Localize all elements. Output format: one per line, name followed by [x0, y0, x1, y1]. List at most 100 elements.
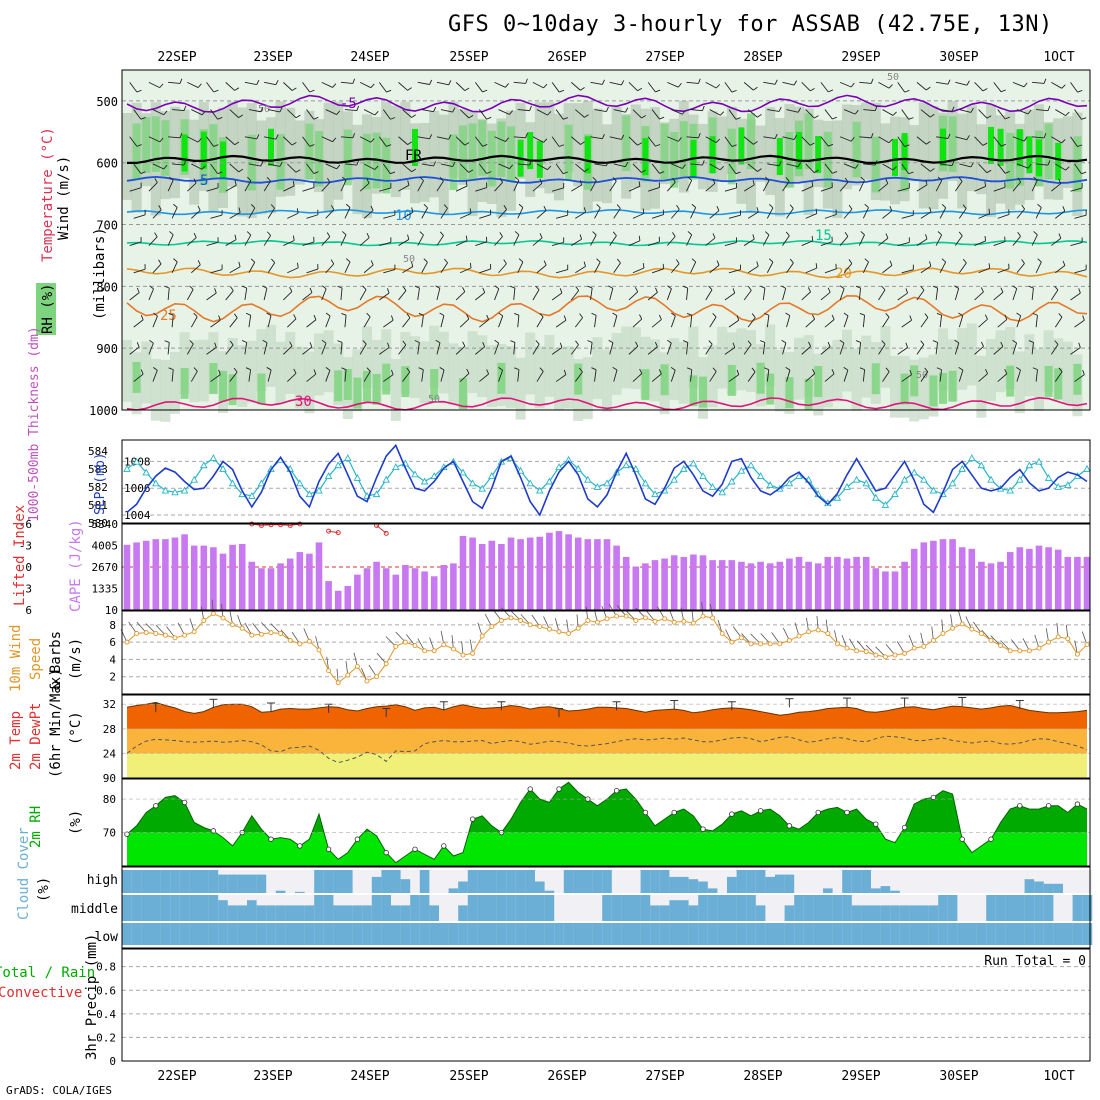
- cloud-cell: [371, 895, 382, 921]
- thickness-marker: [200, 461, 208, 469]
- wind-barb-flag: [682, 164, 686, 169]
- cloud-cell: [688, 879, 699, 893]
- wind-barb: [843, 263, 853, 274]
- wind-barb-flag: [905, 288, 908, 294]
- cape-bar: [680, 556, 688, 610]
- wind-barb: [609, 342, 614, 355]
- cape-bar: [786, 558, 793, 610]
- wind-barb: [191, 109, 203, 116]
- wind-barb: [594, 261, 601, 273]
- wind-barb: [570, 290, 580, 301]
- rh2m-marker: [988, 836, 994, 842]
- wind10m-marker: [326, 668, 332, 674]
- thickness-marker: [1064, 481, 1072, 489]
- wind-barb: [498, 209, 507, 219]
- wind-barb: [958, 315, 964, 328]
- cloud-cell: [736, 895, 747, 921]
- rh-vivid-cell: [200, 131, 207, 169]
- cloud-cell: [247, 900, 257, 921]
- wind-barb-flag: [920, 340, 925, 345]
- wind-barb-flag: [1017, 177, 1022, 183]
- wind-barb: [172, 109, 185, 112]
- wind-barb: [916, 82, 927, 91]
- wind-barb-flag: [1065, 111, 1070, 116]
- wind-barb: [551, 82, 560, 93]
- cloud-cell: [170, 870, 181, 893]
- wind-barb: [1055, 109, 1066, 116]
- wind-barb: [878, 81, 890, 89]
- cloud-cell: [707, 888, 718, 893]
- rh-green-cell: [679, 121, 688, 177]
- wind-barb-flag: [1000, 287, 1004, 293]
- cloud-cell: [467, 923, 478, 945]
- wind-barb-flag: [163, 110, 168, 116]
- wind10m-marker: [479, 633, 485, 639]
- cloud-cell: [122, 895, 133, 921]
- wind-barb: [1051, 237, 1062, 246]
- cloud-clear-cell: [899, 870, 910, 893]
- wind-barb: [325, 109, 337, 115]
- wind-barb-flag: [625, 107, 629, 113]
- wind-barb: [1070, 292, 1081, 301]
- cloud-cell: [554, 923, 565, 945]
- cloud-cell: [227, 923, 238, 945]
- wind-barb-flag: [149, 285, 154, 290]
- panel-border: [121, 948, 1091, 1062]
- wind-barb: [248, 262, 256, 273]
- wind-barb-flag: [136, 89, 142, 93]
- cloud-cell: [275, 905, 286, 921]
- cloud-cell: [1043, 923, 1054, 945]
- wind-barb-flag: [839, 285, 845, 290]
- rh-green-cell: [478, 120, 487, 176]
- wind-barb: [882, 210, 893, 219]
- cape-tick-label: 5340: [92, 518, 119, 531]
- wind-barb-flag: [136, 144, 142, 147]
- cloud-cell: [333, 905, 344, 921]
- wind-barb: [306, 109, 315, 120]
- cape-bar: [642, 563, 649, 610]
- thickness-marker: [968, 454, 976, 461]
- wind-barb: [225, 344, 234, 355]
- wind-barb: [171, 315, 174, 328]
- temp-tick-label: 28: [103, 723, 116, 736]
- wind-barb: [709, 109, 721, 116]
- cloud-cell: [487, 870, 497, 893]
- wind-barb-flag: [1001, 143, 1006, 147]
- rh-low-green-cell: [363, 370, 371, 402]
- wind-barb: [379, 241, 392, 246]
- cloud-cell: [765, 876, 776, 893]
- cape-bar: [853, 556, 860, 610]
- wind-barb: [954, 288, 960, 301]
- wind-barb-flag: [321, 285, 327, 290]
- thickness-marker: [1054, 482, 1062, 490]
- wind-barb: [690, 207, 697, 219]
- wind-barb: [475, 241, 487, 246]
- cape-bar: [622, 556, 630, 610]
- cloud-cell: [717, 895, 728, 921]
- cloud-cell: [611, 923, 622, 945]
- cape-bar: [440, 564, 448, 610]
- wind-barb-flag: [366, 367, 371, 372]
- cape-bar: [862, 556, 870, 610]
- wind-barb: [594, 315, 597, 328]
- wind-barb-flag: [539, 233, 543, 239]
- slp-series-line: [126, 443, 1088, 517]
- wind-barb: [901, 214, 914, 219]
- cloud-cell: [170, 923, 181, 945]
- cloud-cell: [179, 923, 190, 945]
- cloud-clear-cell: [890, 870, 901, 893]
- cloud-cell: [477, 895, 488, 921]
- wind-barb-flag: [848, 259, 853, 264]
- thickness-marker: [152, 479, 160, 487]
- wind-barb-flag: [909, 315, 912, 321]
- wind-barb-flag: [735, 171, 741, 175]
- wind-barb: [958, 369, 964, 382]
- wind-barb-flag: [638, 235, 641, 241]
- wind-barb: [575, 163, 585, 172]
- wind-barb-flag: [731, 144, 737, 147]
- wind-barb-flag: [920, 286, 925, 291]
- wind-barb: [1031, 287, 1034, 301]
- wind-barb: [882, 109, 894, 116]
- wind-barb: [152, 163, 165, 170]
- date-label-bottom: 1OCT: [1043, 1069, 1074, 1084]
